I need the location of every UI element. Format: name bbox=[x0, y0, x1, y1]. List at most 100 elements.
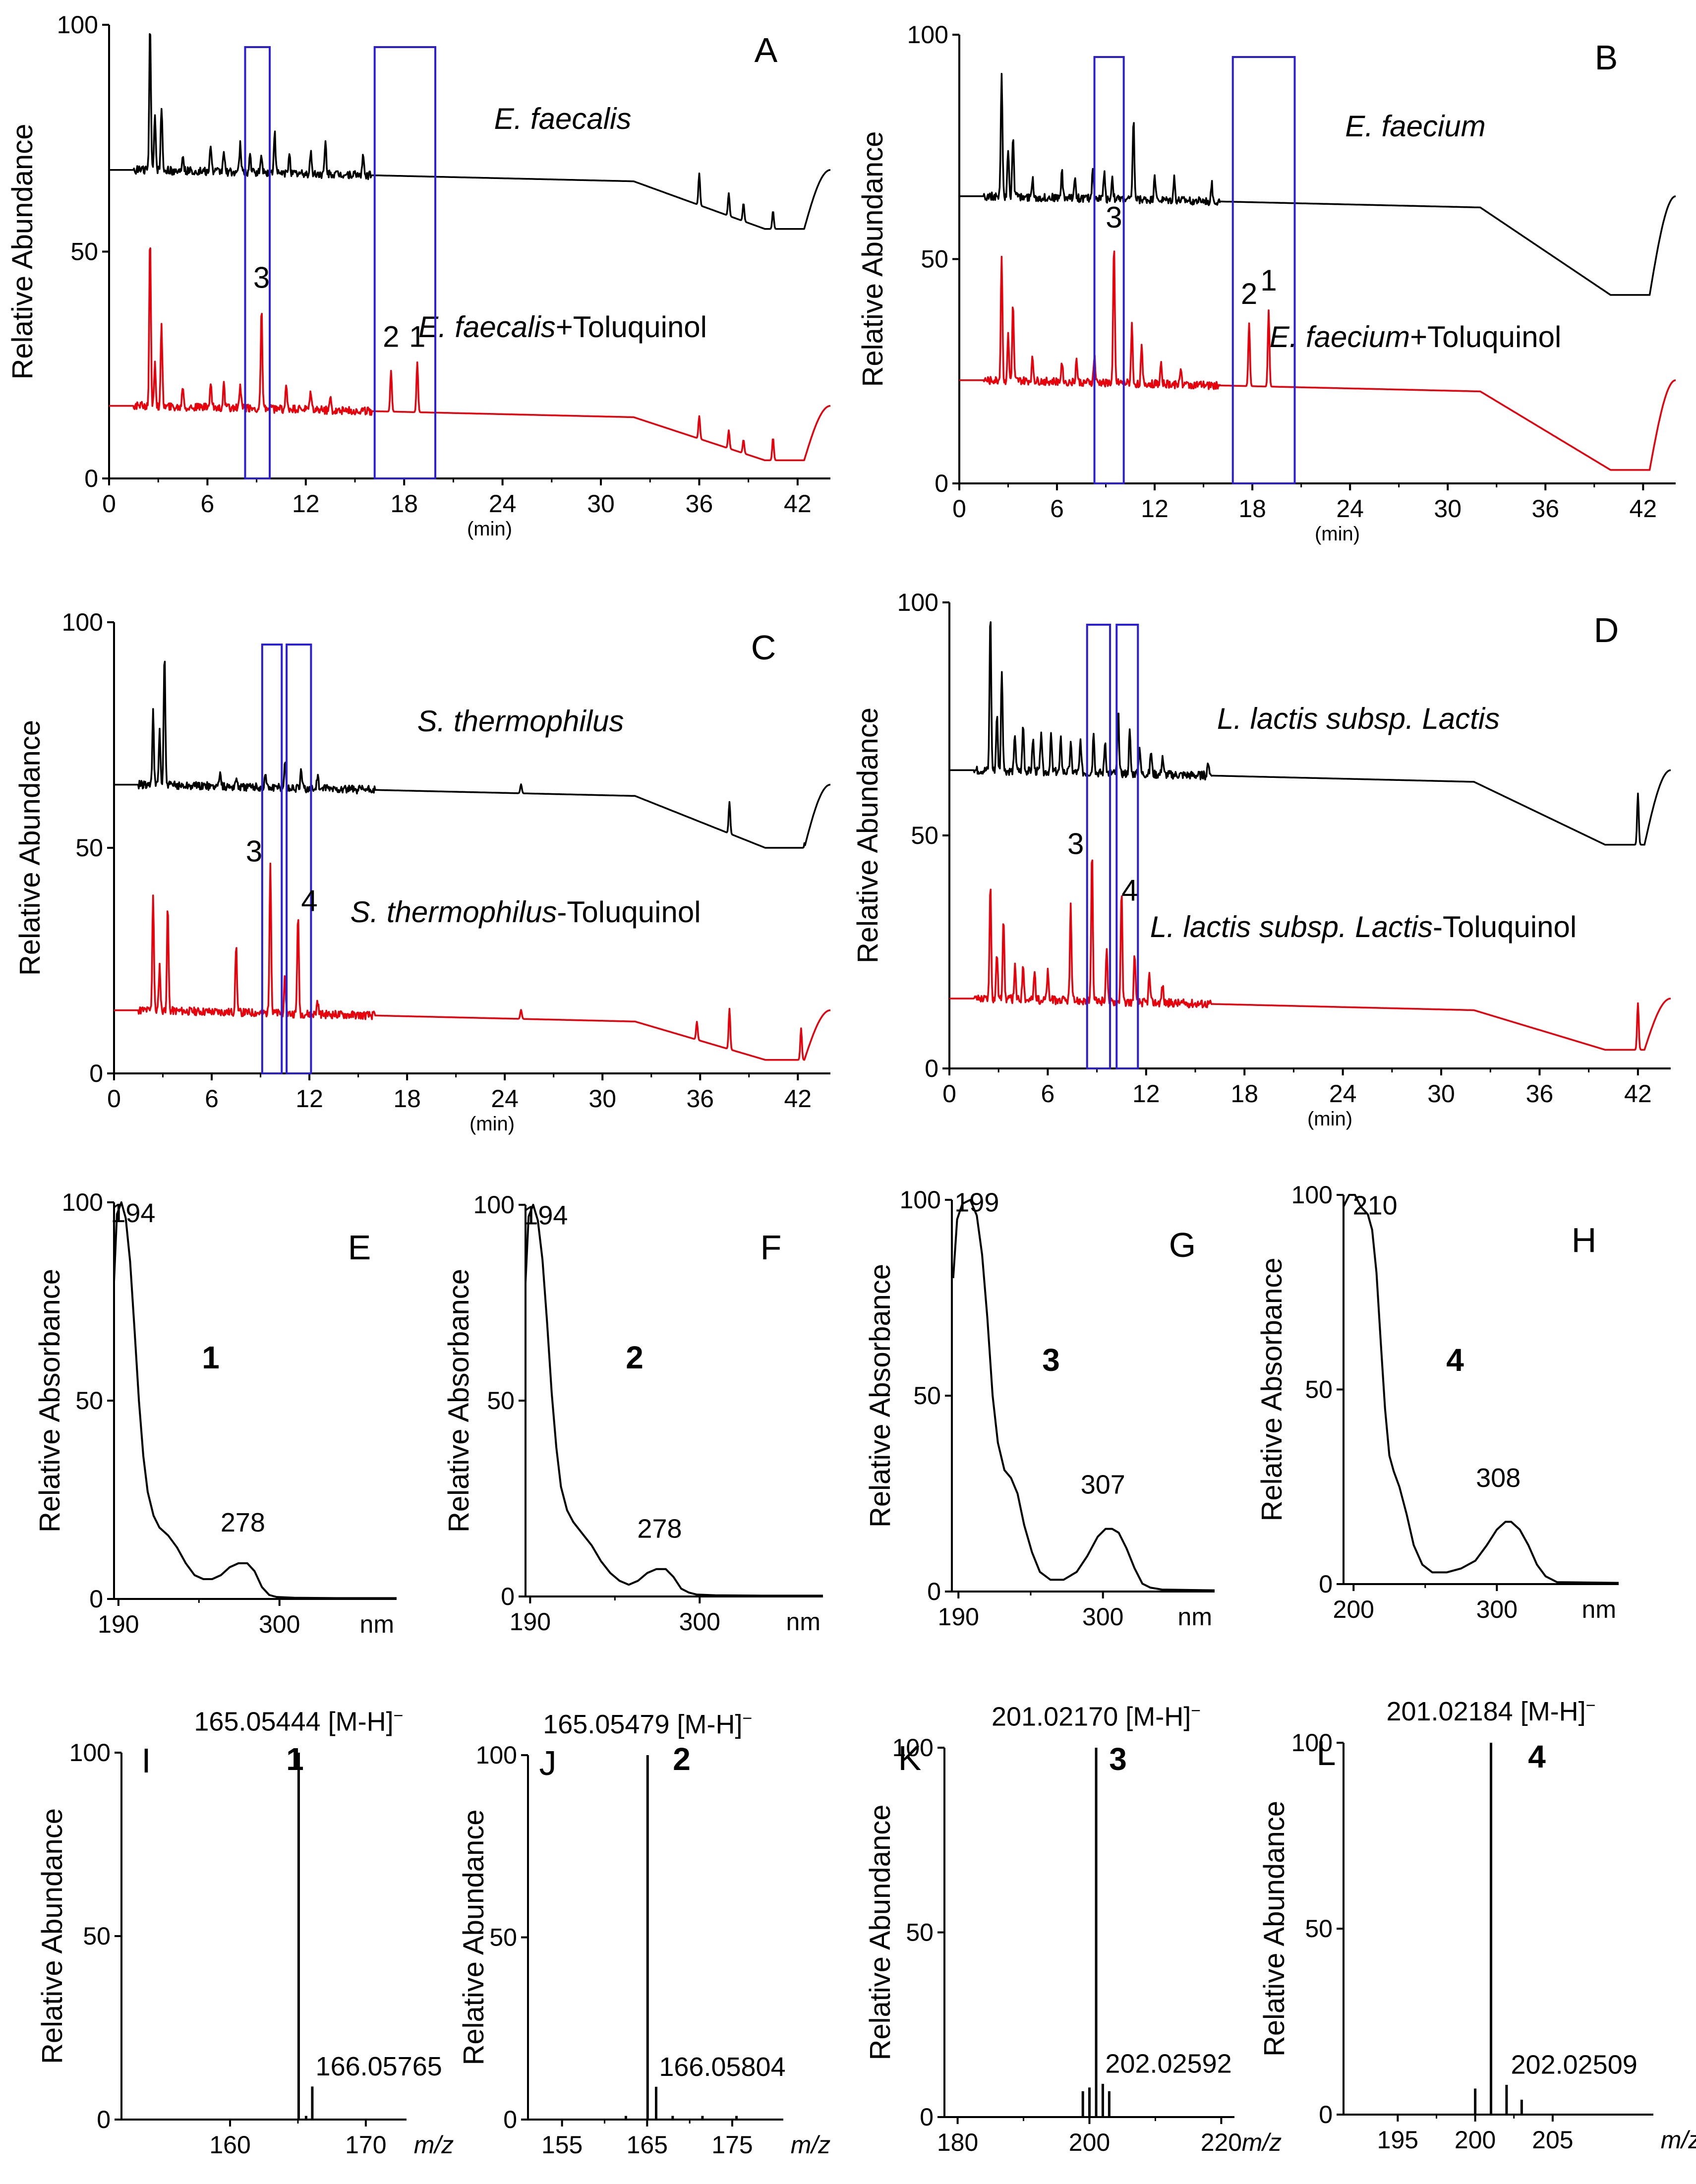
mz-label: 166.05804 bbox=[659, 2052, 785, 2082]
x-axis-unit: (min) bbox=[467, 518, 512, 540]
y-tick-label: 50 bbox=[70, 238, 98, 266]
x-tick-label: 36 bbox=[686, 1085, 714, 1113]
chromatogram-panel-B: 0 50 100 0 6 12 18 24 30 36 42 Relative Abundance B (… bbox=[857, 21, 1676, 545]
x-axis-unit: m/z bbox=[1661, 2126, 1696, 2154]
y-tick-label: 50 bbox=[75, 834, 103, 862]
panel-label: B bbox=[1595, 38, 1618, 77]
absorbance-curve bbox=[952, 1199, 1215, 1592]
y-tick-label: 100 bbox=[476, 1741, 517, 1769]
highlight-box bbox=[286, 644, 312, 1074]
x-tick-label: 36 bbox=[686, 490, 713, 518]
y-tick-label: 100 bbox=[62, 608, 103, 636]
wavelength-label: 307 bbox=[1081, 1470, 1125, 1500]
panel-label: G bbox=[1169, 1226, 1196, 1264]
x-tick-label: 18 bbox=[390, 490, 418, 518]
series-legend: E. faecalis bbox=[494, 102, 632, 135]
series-legend: E. faecium bbox=[1345, 110, 1485, 143]
mz-label: 201.02184 [M-H]− bbox=[1386, 1696, 1595, 1726]
trace-treated bbox=[109, 247, 831, 462]
wavelength-label: 278 bbox=[221, 1508, 265, 1537]
x-tick-label: 30 bbox=[587, 490, 615, 518]
y-axis-label: Relative Abundance bbox=[852, 708, 884, 963]
series-legend: S. thermophilus-Toluquinol bbox=[350, 895, 701, 929]
x-tick-label: 12 bbox=[1132, 1080, 1160, 1108]
wavelength-label: 199 bbox=[954, 1188, 999, 1218]
y-tick-label: 50 bbox=[1305, 1376, 1333, 1404]
series-legend: L. lactis subsp. Lactis bbox=[1217, 702, 1500, 735]
chromatogram-panel-C: 0 50 100 0 6 12 18 24 30 36 42 Relative Abundance C (… bbox=[14, 608, 831, 1135]
x-tick-label: 42 bbox=[784, 1085, 812, 1113]
y-axis-label: Relative Absorbance bbox=[443, 1269, 475, 1533]
x-tick-label: 18 bbox=[1238, 495, 1266, 523]
y-tick-label: 100 bbox=[1291, 1729, 1333, 1757]
x-tick-label: 300 bbox=[1082, 1603, 1123, 1631]
y-tick-label: 0 bbox=[1319, 2101, 1333, 2128]
peak-number-label: 1 bbox=[409, 320, 425, 354]
x-tick-label: 0 bbox=[942, 1080, 956, 1108]
panel-label: H bbox=[1572, 1221, 1597, 1259]
x-tick-label: 6 bbox=[1041, 1080, 1055, 1108]
x-tick-label: 155 bbox=[541, 2131, 583, 2159]
x-tick-label: 36 bbox=[1531, 495, 1559, 523]
panel-label: K bbox=[898, 1739, 922, 1777]
x-tick-label: 195 bbox=[1377, 2126, 1418, 2154]
legend-organism: L. lactis subsp. Lactis bbox=[1150, 910, 1433, 944]
x-tick-label: 170 bbox=[345, 2131, 386, 2159]
highlight-box bbox=[261, 644, 283, 1074]
y-tick-label: 50 bbox=[921, 245, 948, 273]
trace-control bbox=[109, 33, 831, 230]
absorbance-curve bbox=[1343, 1194, 1619, 1584]
compound-number: 1 bbox=[286, 1741, 304, 1777]
x-axis-unit: m/z bbox=[1242, 2128, 1282, 2156]
panel-label: E bbox=[348, 1228, 371, 1267]
peak-number-label: 2 bbox=[1241, 277, 1257, 310]
peak-number-label: 4 bbox=[1121, 874, 1138, 907]
x-tick-label: 0 bbox=[107, 1085, 121, 1113]
compound-number: 1 bbox=[202, 1340, 220, 1375]
series-legend: S. thermophilus bbox=[417, 705, 624, 738]
legend-suffix: +Toluquinol bbox=[1410, 320, 1561, 354]
series-legend: E. faecium+Toluquinol bbox=[1270, 320, 1562, 354]
compound-number: 4 bbox=[1446, 1342, 1464, 1378]
uv-spectrum-panel-H: 0 50 100 200 300 Relative Absorbance Hnm 210 308… bbox=[1256, 1181, 1619, 1623]
legend-suffix: +Toluquinol bbox=[556, 310, 707, 344]
x-axis-unit: nm bbox=[360, 1610, 394, 1638]
mass-spectrum-panel-L: 0 50 100 195 200 205 Relative Abundance Lm/z 201… bbox=[1258, 1696, 1696, 2154]
x-tick-label: 30 bbox=[1427, 1080, 1455, 1108]
y-tick-label: 100 bbox=[473, 1191, 515, 1219]
x-tick-label: 300 bbox=[679, 1608, 720, 1636]
y-tick-label: 100 bbox=[897, 589, 938, 616]
highlight-box bbox=[373, 46, 437, 479]
compound-number: 4 bbox=[1528, 1739, 1546, 1774]
legend-suffix: -Toluquinol bbox=[1433, 910, 1577, 944]
peak-number-label: 1 bbox=[1260, 264, 1277, 297]
y-axis-label: Relative Abundance bbox=[458, 1810, 490, 2066]
panel-label: C bbox=[751, 628, 776, 667]
compound-number: 2 bbox=[626, 1340, 643, 1375]
x-tick-label: 180 bbox=[937, 2128, 978, 2156]
panel-label: L bbox=[1317, 1734, 1336, 1772]
y-tick-label: 50 bbox=[487, 1387, 515, 1415]
mz-label: 165.05444 [M-H]− bbox=[194, 1707, 403, 1737]
x-tick-label: 220 bbox=[1201, 2128, 1242, 2156]
compound-number: 2 bbox=[673, 1741, 691, 1777]
mass-spectrum-panel-I: 0 50 100 160 170 Relative Abundance Im/z 165.05… bbox=[36, 1707, 454, 2159]
y-tick-label: 0 bbox=[925, 1055, 938, 1082]
uv-spectrum-panel-F: 0 50 100 190 300 Relative Absorbance Fnm 194 278… bbox=[443, 1191, 823, 1636]
y-tick-label: 0 bbox=[84, 465, 98, 492]
y-tick-label: 100 bbox=[62, 1188, 103, 1216]
y-tick-label: 100 bbox=[1291, 1181, 1333, 1209]
peak-number-label: 4 bbox=[301, 884, 317, 917]
highlight-box bbox=[1086, 624, 1111, 1069]
x-tick-label: 24 bbox=[491, 1085, 519, 1113]
peak-number-label: 3 bbox=[246, 834, 262, 868]
mz-label: 201.02170 [M-H]− bbox=[992, 1701, 1201, 1731]
x-tick-label: 42 bbox=[1624, 1080, 1652, 1108]
x-tick-label: 190 bbox=[98, 1610, 139, 1638]
y-tick-label: 100 bbox=[907, 21, 948, 49]
x-tick-label: 190 bbox=[938, 1603, 979, 1631]
x-tick-label: 175 bbox=[711, 2131, 753, 2159]
x-tick-label: 30 bbox=[1434, 495, 1462, 523]
y-axis-label: Relative Abundance bbox=[14, 720, 46, 976]
